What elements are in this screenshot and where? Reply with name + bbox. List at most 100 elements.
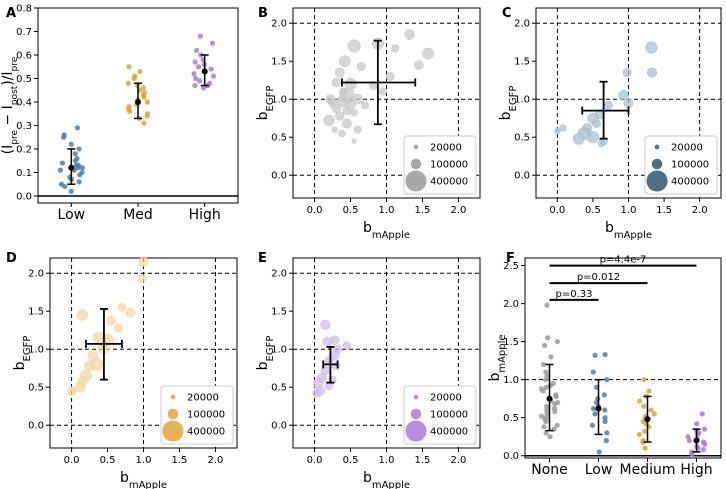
panel-E-point (322, 336, 333, 347)
panel-F-point (604, 430, 610, 436)
panel-C-legend-marker (646, 170, 668, 192)
panel-B-point (342, 106, 352, 115)
panel-A-point (141, 89, 148, 96)
panel-E-xtick-label: 1.5 (415, 455, 431, 466)
panel-E-xtick-label: 0.0 (307, 455, 323, 466)
panel-A-point (59, 160, 66, 166)
panel-B-ytick-label: 1.0 (271, 95, 287, 106)
panel-B-point (414, 60, 424, 70)
panel-F-point (544, 302, 550, 308)
panel-B-xlabel: bmApple (363, 220, 410, 241)
panel-B-ytick-label: 0.0 (271, 171, 287, 182)
panel-C-legend-marker (654, 144, 660, 150)
panel-C-point (623, 97, 634, 109)
panel-D-ytick-label: 1.0 (28, 345, 44, 356)
panel-F-point (603, 437, 609, 444)
panel-C-legend-label: 100000 (671, 160, 709, 171)
panel-B-point (323, 114, 335, 127)
panel-E-legend-label: 400000 (430, 427, 468, 438)
panel-B-legend-label: 100000 (430, 160, 468, 171)
panel-A-point (126, 104, 132, 110)
panel-E-legend-marker (405, 420, 427, 442)
panel-A-point (196, 78, 203, 84)
panel-B-point (331, 77, 341, 88)
panel-E-point (324, 356, 334, 365)
panel-E-point (331, 361, 341, 371)
panel-C-point (622, 68, 632, 77)
panel-F-sig-label: p=0.012 (577, 272, 620, 283)
panel-F-point (540, 361, 547, 368)
panel-A-point (208, 66, 214, 72)
panel-C-ytick-label: 1.0 (514, 95, 530, 106)
panel-F-frame (524, 257, 722, 459)
panel-D-legend-label: 100000 (187, 410, 225, 421)
panel-C-xtick-label: 1.5 (656, 205, 672, 216)
panel-B-xtick-label: 0.0 (307, 205, 323, 216)
panel-F-mean-marker (546, 395, 553, 402)
panel-E-letter: E (258, 251, 267, 266)
panel-C-ytick-label: 1.5 (514, 57, 530, 68)
panel-A-point (144, 99, 150, 105)
panel-D-ylabel: bEGFP (12, 336, 33, 371)
panel-D-xlabel-text: bmApple (120, 470, 167, 489)
panel-C-ytick-label: 0.0 (514, 171, 530, 182)
panel-C-xtick-label: 0.0 (549, 205, 565, 216)
panel-F-point (700, 447, 706, 453)
panel-E-legend-label: 100000 (430, 410, 468, 421)
panel-D-xtick-label: 0.5 (100, 455, 116, 466)
panel-F-point (694, 421, 700, 427)
panel-F-xtick-label: Low (585, 462, 613, 478)
panel-F-xtick-label: High (680, 462, 712, 478)
panel-E-ytick-label: 0.5 (271, 383, 287, 394)
panel-F-ytick-label: 0.0 (503, 451, 519, 462)
panel-A-point (73, 162, 79, 169)
panel-F-point (550, 380, 556, 387)
panel-F-point (544, 403, 550, 409)
panel-E-ytick-label: 2.0 (271, 269, 287, 280)
panel-B-xtick-label: 2.0 (450, 205, 466, 216)
panel-B-point (350, 109, 358, 117)
panel-D-xtick-label: 0.0 (64, 455, 80, 466)
panel-A-mean-marker (201, 68, 208, 75)
panel-F-point (688, 449, 695, 455)
panel-A-point (140, 85, 146, 91)
panel-C-legend-label: 400000 (671, 177, 709, 188)
panel-F-mean-marker (595, 405, 602, 412)
panel-A-point (194, 47, 200, 53)
panel-F-point (641, 428, 648, 434)
panel-E-xtick-label: 1.0 (379, 455, 395, 466)
panel-E-ytick-label: 1.5 (271, 307, 287, 318)
panel-C-xlabel-text: bmApple (605, 220, 652, 241)
panel-E-ytick-label: 0.0 (271, 421, 287, 432)
panel-F-point (602, 351, 608, 358)
panel-A-point (61, 132, 67, 138)
panel-E-point (342, 341, 351, 350)
panel-A-point (76, 146, 82, 152)
panel-B-point (339, 87, 348, 96)
panel-D-point (106, 315, 116, 326)
panel-E-legend-marker (413, 394, 419, 400)
panel-A-point (141, 120, 147, 126)
panel-A-point (195, 64, 202, 70)
panel-A-ytick-label: 0.0 (16, 191, 32, 202)
panel-B-ylabel: bEGFP (255, 86, 276, 121)
panel-C-legend: 20000 100000 400000 (644, 135, 718, 195)
panel-E-ylabel-text: bEGFP (255, 336, 276, 371)
panel-E-point (324, 381, 334, 391)
panel-F-point (545, 335, 551, 341)
panel-A-ytick-label: 0.1 (16, 168, 32, 179)
panel-F-point (642, 445, 648, 451)
panel-A-ytick-label: 0.3 (16, 121, 32, 132)
panel-A-ytick-label: 0.4 (16, 97, 32, 108)
panel-F-xtick-label: None (531, 462, 568, 478)
panel-D-letter: D (6, 251, 17, 266)
panel-A-point (209, 40, 216, 46)
panel-A-ytick-label: 0.6 (16, 50, 32, 61)
panel-D-ytick-label: 2.0 (28, 269, 44, 280)
panel-B-ytick-label: 2.0 (271, 19, 287, 30)
panel-A-point (58, 181, 65, 187)
panel-C-ytick-label: 2.0 (514, 19, 530, 30)
panel-A-point (74, 125, 80, 131)
panel-F-sig-label: p=4.4e-7 (600, 255, 647, 266)
panel-F-point (648, 407, 654, 413)
